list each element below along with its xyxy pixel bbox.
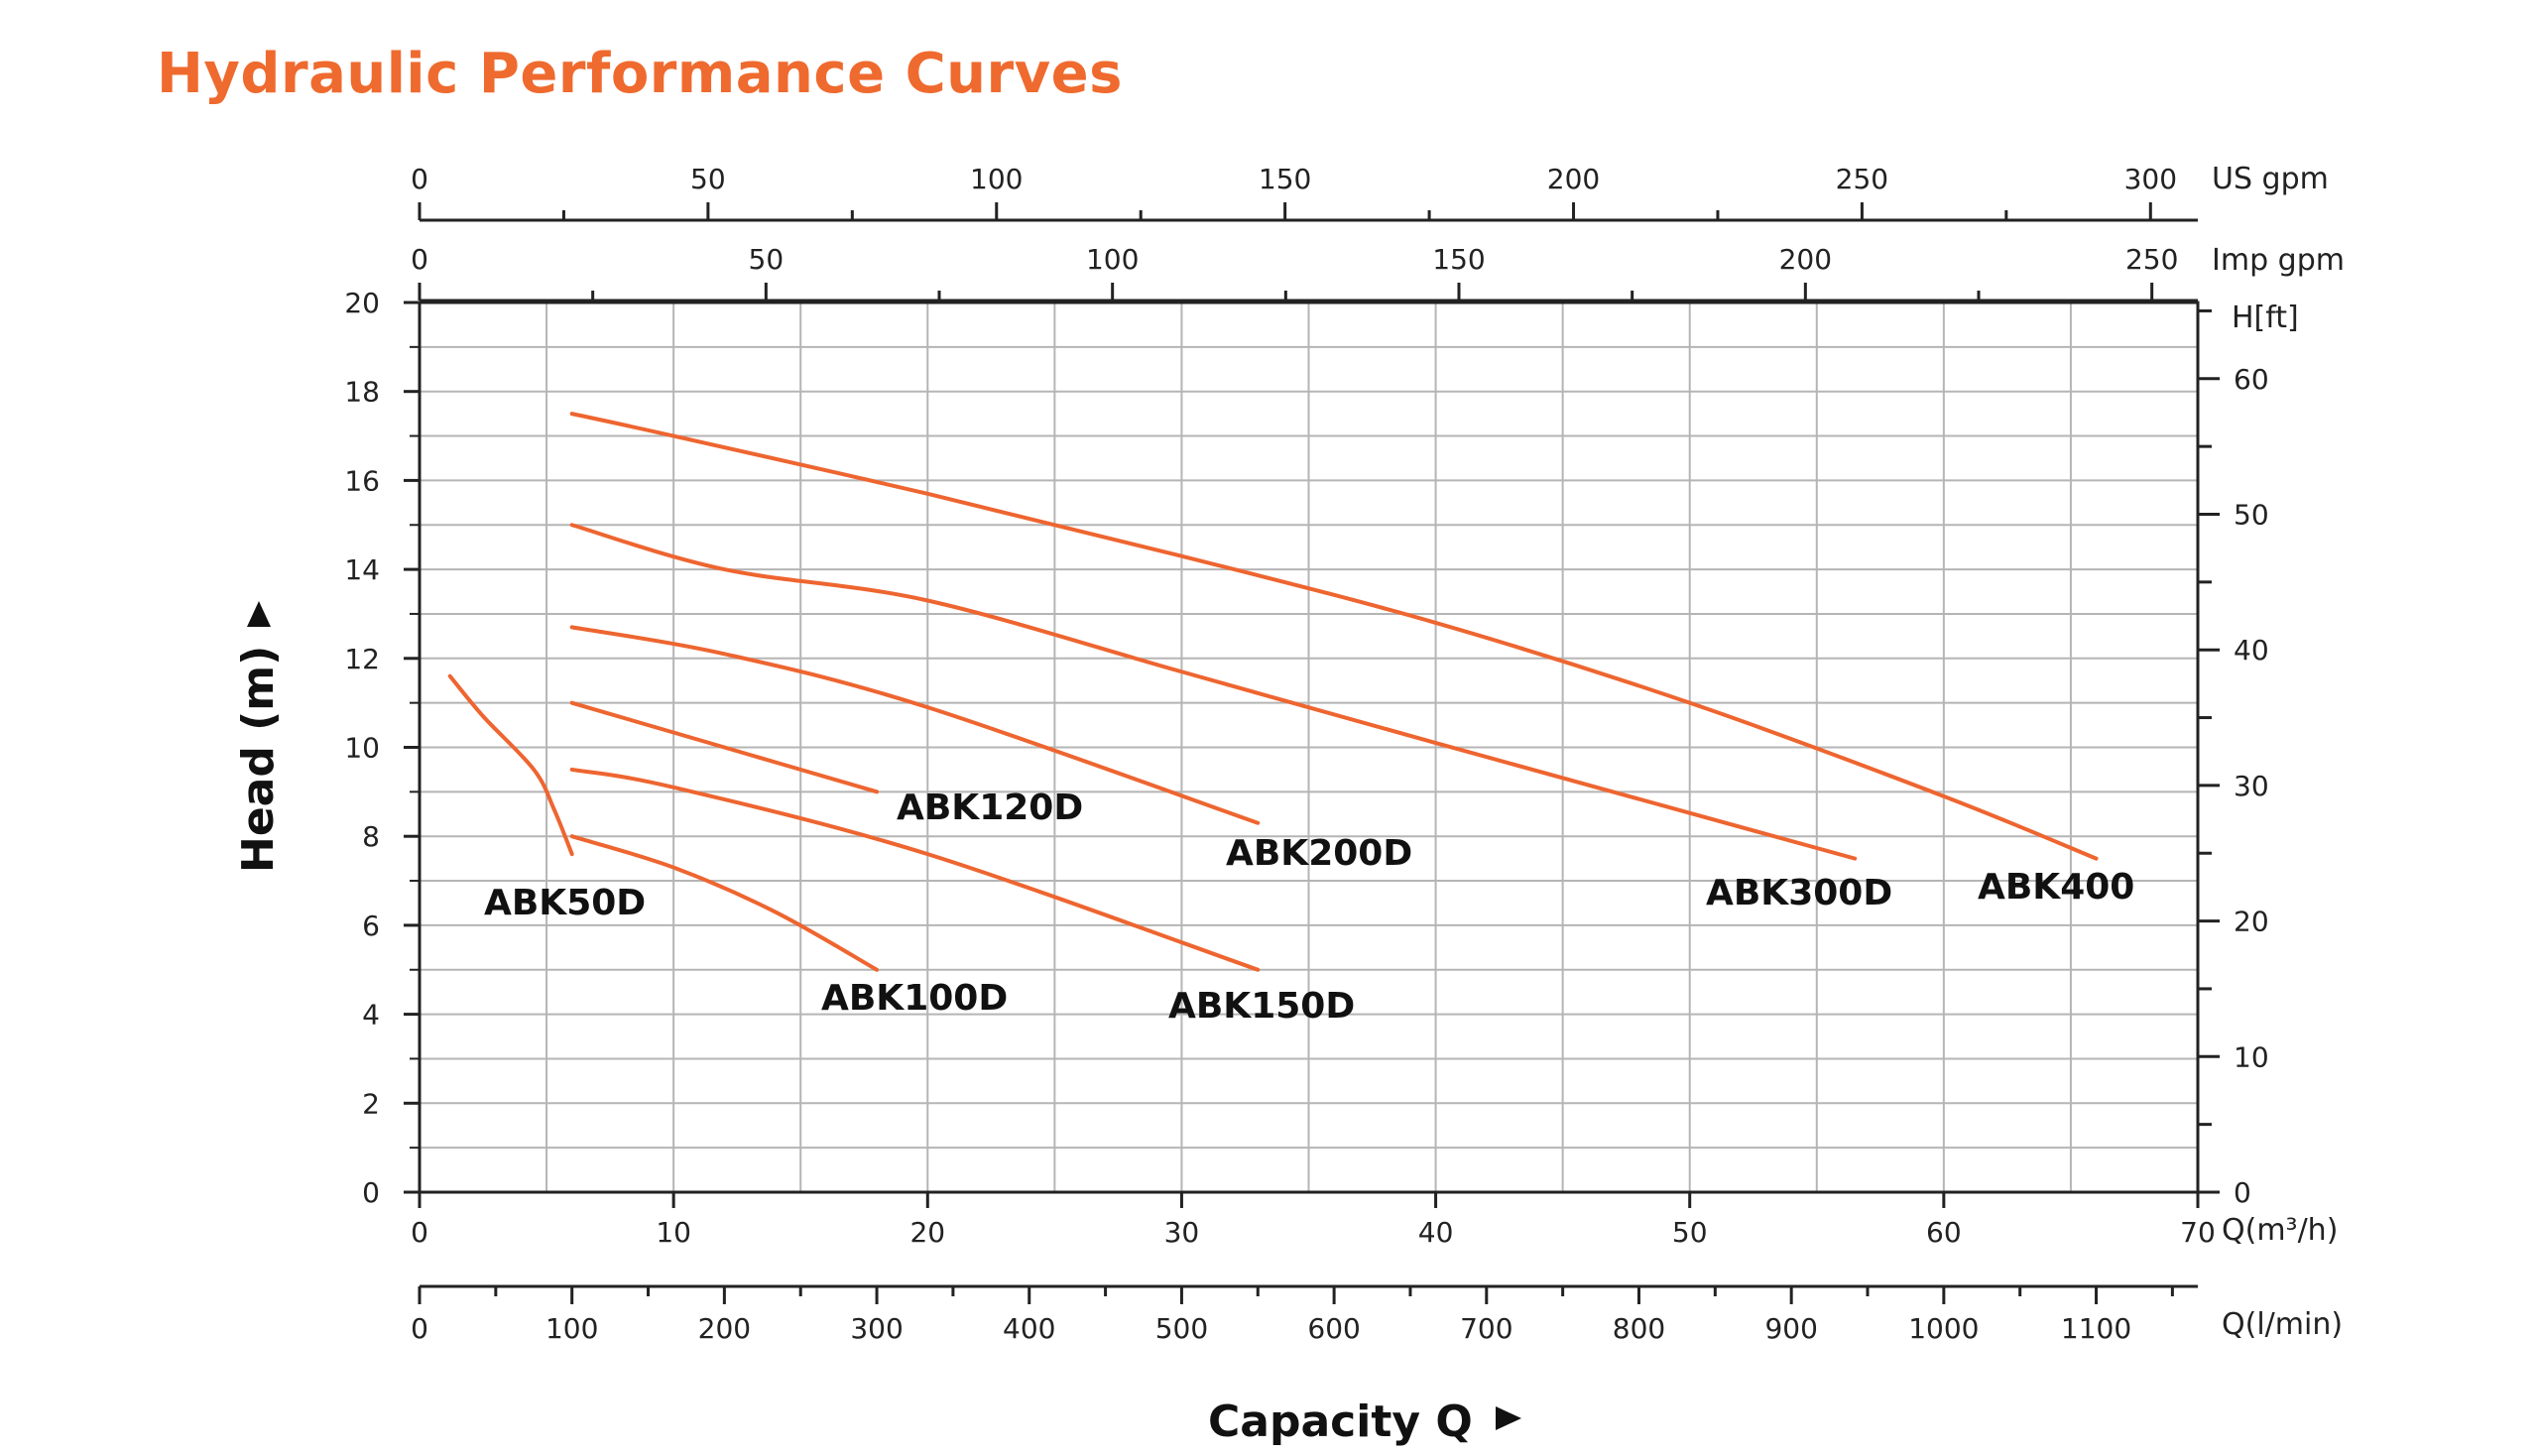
label-abk120d: ABK120D [897, 788, 1083, 828]
imp-gpm-tick-label: 200 [1779, 243, 1832, 276]
axes [404, 202, 2220, 1304]
us-gpm-tick-label: 100 [970, 163, 1023, 195]
l-min-tick-label: 600 [1307, 1312, 1360, 1345]
y-tick-label: 0 [362, 1176, 380, 1209]
x-axis-arrow-icon [1496, 1406, 1521, 1430]
label-abk300d: ABK300D [1706, 873, 1892, 913]
imp-gpm-tick-label: 250 [2125, 243, 2178, 276]
y-tick-label: 16 [344, 464, 380, 497]
imp-gpm-tick-label: 100 [1086, 243, 1139, 276]
h-ft-tick-label: 0 [2234, 1176, 2251, 1209]
imp-gpm-tick-label: 150 [1432, 243, 1485, 276]
curve-abk300d [569, 523, 1858, 861]
y-axis-title: Head (m) [233, 646, 284, 873]
us-gpm-tick-label: 200 [1547, 163, 1600, 195]
label-abk150d: ABK150D [1168, 986, 1355, 1027]
l-min-tick-label: 400 [1003, 1312, 1055, 1345]
h-ft-tick-label: 20 [2234, 906, 2269, 938]
y-axis-arrow-icon [247, 601, 271, 627]
label-abk50d: ABK50D [484, 883, 646, 923]
curve-abk150d [569, 767, 1261, 972]
l-min-tick-label: 500 [1155, 1312, 1208, 1345]
us-gpm-tick-label: 50 [690, 163, 726, 195]
y-tick-label: 20 [344, 287, 380, 319]
curve-abk400 [569, 412, 2099, 861]
us-gpm-tick-label: 250 [1836, 163, 1888, 195]
y-tick-label: 6 [362, 910, 380, 942]
label-abk100d: ABK100D [821, 978, 1008, 1019]
x-tick-label: 70 [2180, 1216, 2216, 1249]
imp-gpm-tick-label: 0 [411, 243, 428, 276]
l-min-tick-label: 900 [1764, 1312, 1817, 1345]
curves [447, 412, 2099, 972]
x-tick-label: 50 [1672, 1216, 1708, 1249]
chart-title: Hydraulic Performance Curves [157, 42, 1123, 106]
y-tick-label: 14 [344, 553, 380, 586]
curve-abk120d [569, 700, 880, 794]
imp-gpm-unit: Imp gpm [2212, 243, 2345, 278]
h-ft-tick-label: 40 [2234, 634, 2269, 667]
h-ft-tick-label: 10 [2234, 1040, 2269, 1073]
us-gpm-unit: US gpm [2212, 162, 2329, 196]
h-ft-tick-label: 60 [2234, 363, 2269, 396]
q-lmin-unit: Q(l/min) [2222, 1307, 2343, 1342]
l-min-tick-label: 200 [698, 1312, 751, 1345]
curve-abk200d [569, 625, 1261, 825]
y-tick-label: 4 [362, 999, 380, 1031]
x-tick-label: 60 [1926, 1216, 1962, 1249]
y-tick-label: 10 [344, 732, 380, 765]
x-tick-label: 40 [1418, 1216, 1454, 1249]
y-tick-label: 2 [362, 1087, 380, 1120]
h-ft-tick-label: 30 [2234, 770, 2269, 802]
grid-lines [420, 303, 2198, 1192]
x-tick-label: 0 [411, 1216, 428, 1249]
l-min-tick-label: 1000 [1908, 1312, 1979, 1345]
label-abk200d: ABK200D [1226, 833, 1412, 874]
us-gpm-tick-label: 150 [1259, 163, 1311, 195]
q-m3h-unit: Q(m³/h) [2222, 1213, 2338, 1248]
l-min-tick-label: 700 [1460, 1312, 1512, 1345]
l-min-tick-label: 800 [1613, 1312, 1665, 1345]
l-min-tick-label: 1100 [2061, 1312, 2131, 1345]
h-ft-unit: H[ft] [2232, 301, 2299, 335]
us-gpm-tick-label: 0 [411, 163, 428, 195]
l-min-tick-label: 300 [850, 1312, 903, 1345]
curve-abk50d [447, 673, 574, 857]
label-abk400: ABK400 [1978, 867, 2134, 908]
l-min-tick-label: 0 [411, 1312, 428, 1345]
x-tick-label: 20 [909, 1216, 945, 1249]
y-tick-label: 18 [344, 376, 380, 409]
us-gpm-tick-label: 300 [2124, 163, 2177, 195]
h-ft-tick-label: 50 [2234, 498, 2269, 531]
x-tick-label: 30 [1164, 1216, 1200, 1249]
l-min-tick-label: 100 [545, 1312, 598, 1345]
y-tick-label: 12 [344, 643, 380, 675]
y-tick-label: 8 [362, 820, 380, 853]
x-tick-label: 10 [656, 1216, 691, 1249]
imp-gpm-tick-label: 50 [749, 243, 785, 276]
curve-abk100d [569, 834, 880, 972]
x-axis-title: Capacity Q [1208, 1396, 1473, 1447]
